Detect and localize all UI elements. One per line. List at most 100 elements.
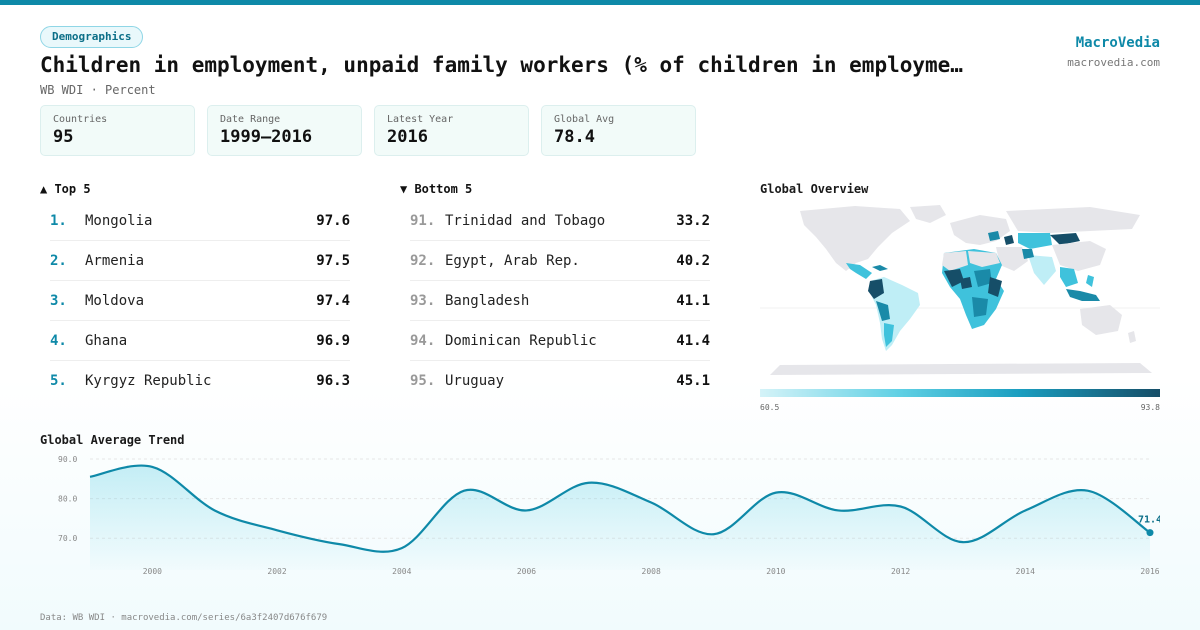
region-antarctica[interactable] <box>770 363 1152 375</box>
list-item[interactable]: 4. Ghana 96.9 <box>50 321 350 361</box>
country-name: Bangladesh <box>445 292 530 309</box>
rank-number: 92. <box>410 252 436 269</box>
stat-card-global-avg: Global Avg 78.4 <box>541 105 696 156</box>
x-tick-label: 2016 <box>1140 567 1159 576</box>
stat-card-date-range: Date Range 1999–2016 <box>207 105 362 156</box>
country-name: Uruguay <box>445 373 505 389</box>
region-southern-africa[interactable] <box>972 297 988 317</box>
region-moldova[interactable] <box>988 231 1000 241</box>
trend-line[interactable] <box>89 464 1151 553</box>
x-tick-label: 2002 <box>267 567 286 576</box>
list-item[interactable]: 5. Kyrgyz Republic 96.3 <box>50 361 350 401</box>
rank-number: 3. <box>50 292 67 309</box>
country-value: 97.4 <box>316 292 350 309</box>
region-central-america[interactable] <box>846 263 872 279</box>
country-value: 41.4 <box>676 332 710 349</box>
region-russia[interactable] <box>1006 207 1140 233</box>
country-name: Mongolia <box>85 212 153 229</box>
list-item[interactable]: 94. Dominican Republic 41.4 <box>410 321 710 361</box>
y-tick-label: 80.0 <box>58 495 77 504</box>
trend-heading: Global Average Trend <box>40 433 185 447</box>
region-afghanistan[interactable] <box>1022 249 1034 259</box>
region-middle-east[interactable] <box>996 247 1028 271</box>
list-item[interactable]: 93. Bangladesh 41.1 <box>410 281 710 321</box>
brand-url[interactable]: macrovedia.com <box>1067 56 1160 69</box>
country-name: Armenia <box>85 252 145 269</box>
region-east-africa[interactable] <box>988 277 1002 297</box>
region-brazil[interactable] <box>870 277 920 351</box>
country-value: 45.1 <box>676 373 710 389</box>
region-ghana[interactable] <box>960 277 972 289</box>
region-north-africa[interactable] <box>942 251 968 271</box>
x-tick-label: 2006 <box>517 567 536 576</box>
region-egypt-libya[interactable] <box>968 251 1000 267</box>
region-central-asia[interactable] <box>1018 233 1052 249</box>
x-tick-label: 2000 <box>143 567 162 576</box>
x-tick-label: 2010 <box>766 567 785 576</box>
rank-number: 94. <box>410 332 436 349</box>
stat-value: 2016 <box>387 127 428 147</box>
region-indonesia[interactable] <box>1066 289 1100 301</box>
chart-y-axis: 70.0 80.0 90.0 <box>58 455 77 543</box>
list-item[interactable]: 95. Uruguay 45.1 <box>410 361 710 401</box>
stat-label: Countries <box>53 114 108 125</box>
top5-list: 1. Mongolia 97.6 2. Armenia 97.5 3. Moldova 97… <box>50 201 350 401</box>
bottom5-heading: ▼ Bottom 5 <box>400 182 473 196</box>
list-item[interactable]: 2. Armenia 97.5 <box>50 241 350 281</box>
trend-chart[interactable]: 70.0 80.0 90.0 2000 2002 2004 2006 2008 2010 201… <box>40 450 1160 585</box>
stat-card-latest-year: Latest Year 2016 <box>374 105 529 156</box>
region-philippines[interactable] <box>1086 275 1094 287</box>
region-west-africa[interactable] <box>944 269 964 287</box>
stat-value: 95 <box>53 127 74 147</box>
country-value: 33.2 <box>676 212 710 229</box>
top-accent-bar <box>0 0 1200 5</box>
region-greenland[interactable] <box>910 205 946 223</box>
category-tag[interactable]: Demographics <box>40 26 144 48</box>
country-name: Dominican Republic <box>445 332 597 349</box>
stat-label: Latest Year <box>387 114 454 125</box>
map-legend-max: 93.8 <box>1140 403 1160 412</box>
x-tick-label: 2004 <box>392 567 411 576</box>
last-value-label: 71.4 <box>1138 515 1160 526</box>
region-bolivia[interactable] <box>876 301 890 321</box>
country-value: 40.2 <box>676 252 710 269</box>
list-item[interactable]: 1. Mongolia 97.6 <box>50 201 350 241</box>
bottom5-list: 91. Trinidad and Tobago 33.2 92. Egypt, Ara… <box>410 201 710 401</box>
region-argentina[interactable] <box>884 323 894 347</box>
list-item[interactable]: 92. Egypt, Arab Rep. 40.2 <box>410 241 710 281</box>
brand-logo[interactable]: MacroVedia <box>1075 35 1160 51</box>
region-southeast-asia[interactable] <box>1060 267 1078 287</box>
country-value: 96.9 <box>316 332 350 349</box>
country-value: 96.3 <box>316 373 350 389</box>
region-australia[interactable] <box>1080 305 1122 335</box>
rank-number: 4. <box>50 332 67 349</box>
country-value: 97.6 <box>316 212 350 229</box>
region-caribbean[interactable] <box>872 265 888 271</box>
country-value: 41.1 <box>676 292 710 309</box>
region-mongolia[interactable] <box>1050 233 1080 245</box>
page-title: Children in employment, unpaid family wo… <box>40 53 963 77</box>
region-china[interactable] <box>1052 241 1106 271</box>
x-tick-label: 2014 <box>1016 567 1035 576</box>
last-data-point[interactable] <box>1146 529 1154 537</box>
region-africa[interactable] <box>942 249 1004 329</box>
region-new-zealand[interactable] <box>1128 331 1136 343</box>
world-map[interactable] <box>760 201 1160 381</box>
rank-number: 2. <box>50 252 67 269</box>
stat-value: 78.4 <box>554 127 595 147</box>
region-colombia-peru[interactable] <box>868 279 884 299</box>
region-central-africa[interactable] <box>974 269 992 287</box>
stat-label: Global Avg <box>554 114 615 125</box>
list-item[interactable]: 3. Moldova 97.4 <box>50 281 350 321</box>
top5-heading: ▲ Top 5 <box>40 182 91 196</box>
rank-number: 5. <box>50 373 67 389</box>
region-south-asia[interactable] <box>1028 255 1056 285</box>
region-caucasus[interactable] <box>1004 235 1014 245</box>
country-name: Kyrgyz Republic <box>85 373 212 389</box>
stat-value: 1999–2016 <box>220 127 313 147</box>
country-name: Egypt, Arab Rep. <box>445 252 580 269</box>
list-item[interactable]: 91. Trinidad and Tobago 33.2 <box>410 201 710 241</box>
region-europe[interactable] <box>950 215 1010 245</box>
x-tick-label: 2012 <box>891 567 910 576</box>
region-north-america[interactable] <box>800 206 910 271</box>
